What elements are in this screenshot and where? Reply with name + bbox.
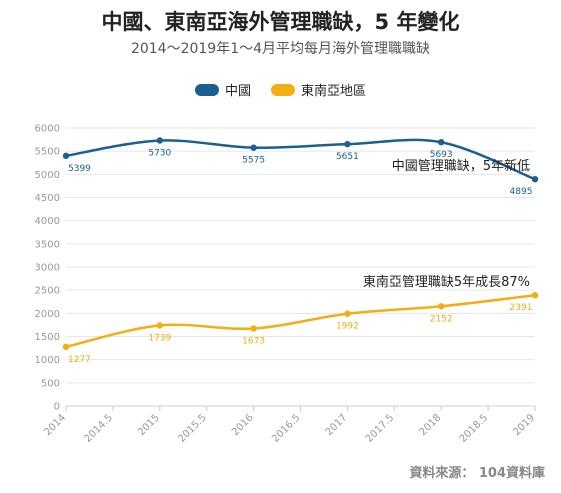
x-tick-label: 2016 [230, 412, 256, 438]
data-label-china: 5399 [68, 164, 91, 174]
data-label-china: 5693 [430, 150, 453, 160]
data-point-china [344, 140, 351, 148]
x-tick-label: 2015 [136, 412, 162, 438]
data-label-china: 5651 [336, 152, 359, 162]
series-line-china [65, 138, 536, 181]
x-tick-label: 2017.5 [364, 412, 397, 445]
data-point-sea [531, 292, 539, 299]
y-tick-label: 5500 [35, 147, 60, 158]
data-point-china [250, 144, 257, 151]
data-point-sea [156, 322, 163, 329]
y-tick-label: 2000 [35, 309, 60, 320]
data-label-sea: 1673 [242, 336, 265, 346]
series-line-sea [65, 293, 536, 349]
x-tick-label: 2017 [324, 412, 350, 438]
x-tick-label: 2016.5 [270, 412, 303, 445]
y-tick-label: 6000 [35, 124, 60, 135]
y-tick-label: 4000 [35, 216, 60, 227]
data-label-china: 5575 [242, 156, 265, 166]
data-point-sea [438, 303, 445, 310]
data-label-sea: 1277 [68, 355, 91, 365]
x-tick-label: 2014 [42, 412, 68, 438]
chart-subtitle: 2014～2019年1～4月平均每月海外管理職職缺 [130, 41, 431, 57]
legend: 中國 東南亞地區 [0, 80, 561, 99]
y-tick-label: 3000 [35, 263, 60, 274]
data-point-china [62, 152, 70, 160]
x-tick-label: 2015.5 [176, 412, 209, 445]
data-point-sea [62, 343, 70, 351]
y-tick-label: 0 [54, 402, 60, 413]
data-label-sea: 2152 [430, 314, 453, 324]
x-tick-label: 2018 [418, 412, 444, 438]
x-tick-label: 2014.5 [82, 412, 115, 445]
legend-label-sea: 東南亞地區 [301, 84, 367, 99]
data-point-sea [344, 310, 351, 317]
legend-label-china: 中國 [224, 84, 251, 99]
data-label-china: 4895 [510, 187, 533, 197]
legend-item-sea[interactable]: 東南亞地區 [271, 80, 366, 99]
data-label-sea: 2391 [510, 303, 533, 313]
x-tick-label: 2018.5 [458, 412, 491, 445]
data-label-china: 5730 [148, 149, 171, 159]
data-point-china [531, 175, 539, 183]
data-point-china [438, 139, 445, 146]
y-tick-label: 3500 [35, 239, 60, 250]
annotation-sea: 東南亞管理職缺5年成長87% [363, 274, 530, 290]
data-point-china [156, 137, 163, 144]
data-point-sea [250, 325, 257, 332]
data-label-sea: 1992 [336, 322, 359, 332]
y-tick-label: 1500 [35, 332, 60, 343]
y-tick-label: 4500 [35, 193, 60, 204]
legend-item-china[interactable]: 中國 [194, 80, 251, 99]
y-tick-label: 5000 [35, 170, 60, 181]
legend-swatch-china [194, 83, 219, 96]
annotation-china: 中國管理職缺，5年新低 [392, 158, 530, 174]
source-note: 資料來源： 104資料庫 [409, 466, 545, 481]
y-tick-label: 500 [41, 378, 60, 389]
chart-title: 中國、東南亞海外管理職缺，5 年變化 [101, 10, 460, 34]
data-label-sea: 1739 [148, 333, 171, 343]
x-tick-label: 2019 [511, 412, 537, 438]
y-tick-label: 1000 [35, 355, 60, 366]
y-tick-label: 2500 [35, 286, 60, 297]
legend-swatch-sea [271, 83, 295, 96]
